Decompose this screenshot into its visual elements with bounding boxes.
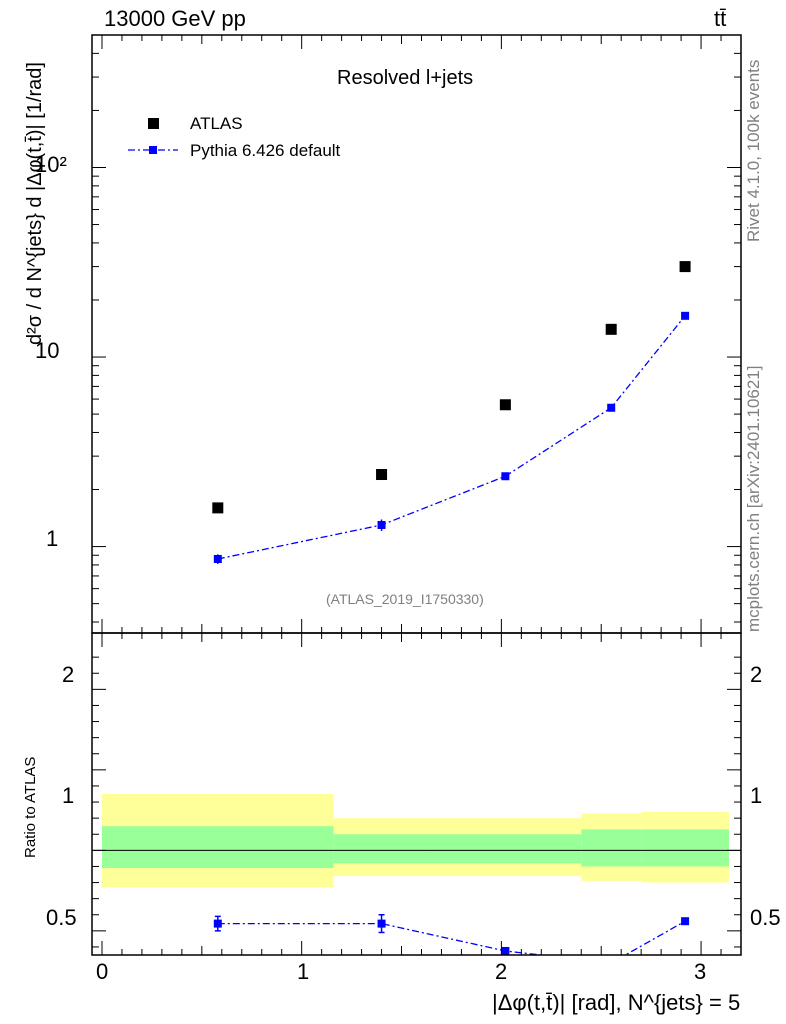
atlas-point <box>499 399 511 411</box>
x-axis-label: |Δφ(t,t̄)| [rad], N^{jets} = 5 <box>492 990 741 1015</box>
ratio-data-series <box>213 914 690 967</box>
pythia-point <box>501 472 510 481</box>
pythia-point <box>607 403 616 412</box>
pythia-line <box>217 315 686 560</box>
ratio-ytick-label: 0.5 <box>46 905 77 930</box>
chart-title: Resolved l+jets <box>337 67 474 89</box>
xtick-label: 1 <box>297 959 310 984</box>
process-label: tt̄ <box>714 6 727 31</box>
ratio-point <box>213 919 222 928</box>
legend-markers <box>128 118 178 154</box>
ratio-pythia-line <box>217 920 686 955</box>
pythia-point <box>377 520 386 529</box>
ratio-point <box>377 919 386 928</box>
ratio-ytick-label-right: 0.5 <box>750 905 781 930</box>
atlas-point <box>376 469 388 481</box>
ratio-ytick-label-right: 1 <box>750 783 763 808</box>
atlas-point <box>605 323 617 335</box>
axes-frames <box>91 34 742 956</box>
legend-pythia-marker <box>149 146 157 154</box>
ratio-series-clipped <box>213 914 690 967</box>
legend-atlas-marker <box>148 118 159 129</box>
main-data-series <box>212 261 691 564</box>
ratio-band-green <box>333 834 432 864</box>
ratio-point <box>501 946 510 955</box>
atlas-point <box>212 502 224 514</box>
legend-pythia-label: Pythia 6.426 default <box>190 141 341 160</box>
ratio-point <box>681 917 690 926</box>
xtick-label: 3 <box>694 959 707 984</box>
main-ytick-label: 10² <box>35 152 67 177</box>
ratio-ytick-label: 1 <box>62 783 75 808</box>
xtick-label: 0 <box>96 959 109 984</box>
atlas-point <box>679 261 691 273</box>
main-frame <box>91 34 742 634</box>
main-ytick-label: 10 <box>35 338 60 363</box>
ratio-band-green <box>101 826 334 869</box>
xtick-label: 2 <box>495 959 508 984</box>
ratio-point <box>607 959 615 967</box>
ratio-frame <box>91 632 742 956</box>
legend-atlas-label: ATLAS <box>190 114 243 133</box>
ratio-band-green <box>431 834 582 864</box>
main-ytick-label: 1 <box>46 526 59 551</box>
pythia-point <box>213 554 222 563</box>
ratio-uncertainty-bands <box>101 794 730 888</box>
pythia-point <box>681 311 690 320</box>
ratio-ytick-label: 2 <box>62 662 75 687</box>
ratio-band-green <box>641 829 730 867</box>
analysis-watermark: (ATLAS_2019_I1750330) <box>326 591 484 607</box>
ratio-ytick-label-right: 2 <box>750 662 763 687</box>
ratio-band-green <box>581 829 642 867</box>
energy-label: 13000 GeV pp <box>104 6 246 31</box>
